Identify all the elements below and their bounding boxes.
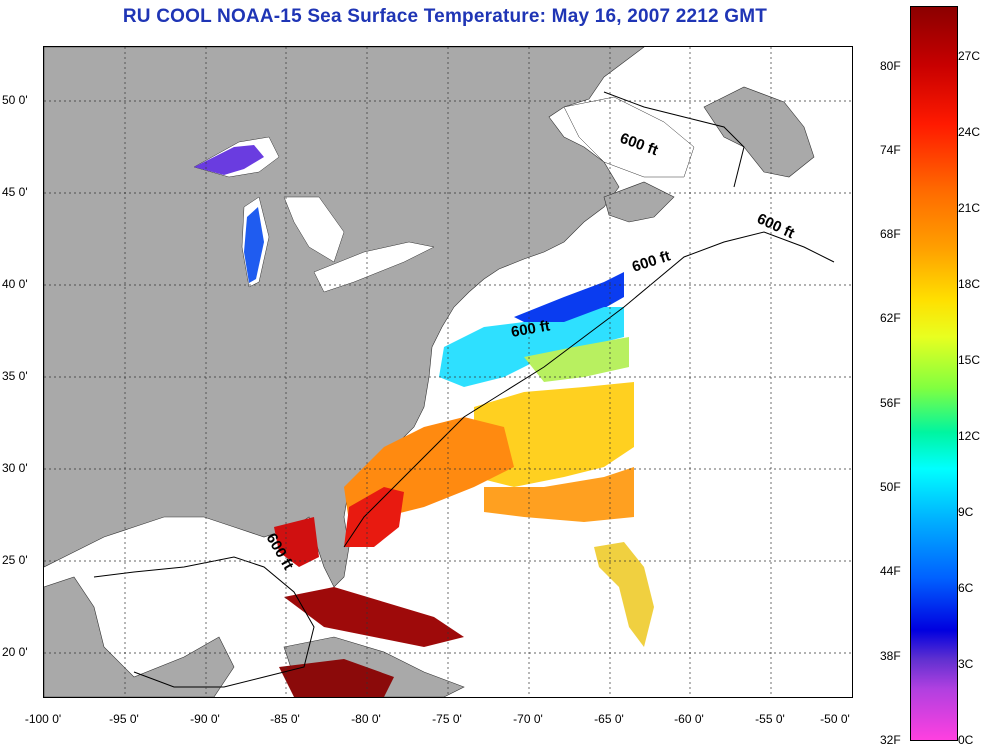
sst-lake-michigan (244, 207, 264, 283)
sst-gulf-red (274, 517, 319, 567)
nova-scotia-land (603, 181, 675, 223)
colorbar-c-label: 12C (958, 429, 981, 443)
x-tick-label: -50 0' (820, 712, 850, 726)
colorbar-gradient (910, 6, 958, 741)
x-tick-label: -95 0' (109, 712, 139, 726)
colorbar-f-label: 50F (880, 480, 901, 494)
sst-florida-red (344, 487, 404, 547)
colorbar-c-label: 18C (958, 277, 981, 291)
colorbar-c-label: 6C (958, 581, 974, 595)
y-tick-label: 25 0' (2, 553, 28, 567)
colorbar-c-label: 24C (958, 125, 981, 139)
north-america-land (44, 47, 645, 588)
sst-lake-superior (194, 145, 264, 175)
x-tick-label: -55 0' (755, 712, 785, 726)
y-tick-label: 45 0' (2, 185, 28, 199)
x-tick-label: -70 0' (513, 712, 543, 726)
x-tick-label: -65 0' (594, 712, 624, 726)
mexico-land (44, 576, 235, 697)
colorbar-c-label: 21C (958, 201, 981, 215)
colorbar-f-label: 38F (880, 649, 901, 663)
colorbar-c-label: 3C (958, 657, 974, 671)
sst-map[interactable]: 600 ft 600 ft 600 ft 600 ft 600 ft (43, 46, 853, 698)
colorbar-f-label: 80F (880, 59, 901, 73)
sst-shelf-cyan (439, 307, 624, 387)
contour-label-east: 600 ft (754, 210, 797, 242)
sst-east-specks (594, 542, 654, 647)
sst-cold-shelf (514, 272, 624, 332)
map-canvas: 600 ft 600 ft 600 ft 600 ft 600 ft (44, 47, 852, 697)
x-tick-label: -80 0' (351, 712, 381, 726)
y-tick-label: 40 0' (2, 277, 28, 291)
colorbar-c-label: 27C (958, 49, 981, 63)
contour-600ft (343, 231, 835, 548)
colorbar-f-label: 68F (880, 227, 901, 241)
sst-caribbean-darkred (284, 587, 464, 647)
y-tick-label: 35 0' (2, 369, 28, 383)
y-tick-label: 20 0' (2, 645, 28, 659)
newfoundland-land (703, 86, 815, 178)
sst-cuba-darkred (279, 659, 394, 697)
x-tick-label: -85 0' (270, 712, 300, 726)
colorbar-f-label: 32F (880, 733, 901, 747)
contour-label-nj: 600 ft (510, 317, 552, 341)
x-tick-label: -90 0' (190, 712, 220, 726)
gulf-st-lawrence (563, 96, 695, 178)
colorbar-f-label: 62F (880, 311, 901, 325)
contour-north (603, 91, 745, 188)
colorbar-f-label: 74F (880, 143, 901, 157)
x-tick-label: -100 0' (24, 712, 62, 726)
colorbar-c-label: 9C (958, 505, 974, 519)
y-tick-label: 50 0' (2, 93, 28, 107)
colorbar-f-label: 56F (880, 396, 901, 410)
lake-huron (283, 196, 345, 263)
sst-mid-yellow (474, 382, 634, 487)
y-tick-label: 30 0' (2, 461, 28, 475)
map-title: RU COOL NOAA-15 Sea Surface Temperature:… (122, 6, 768, 27)
graticule (44, 47, 852, 697)
colorbar-c-label: 0C (958, 733, 974, 747)
contour-gulf (93, 556, 315, 688)
colorbar-c-label: 15C (958, 353, 981, 367)
x-tick-label: -75 0' (432, 712, 462, 726)
sst-slope-green (524, 337, 629, 382)
sst-south-orange (484, 467, 634, 522)
x-tick-label: -60 0' (674, 712, 704, 726)
lake-erie-ontario (313, 241, 435, 293)
colorbar-f-label: 44F (880, 564, 901, 578)
